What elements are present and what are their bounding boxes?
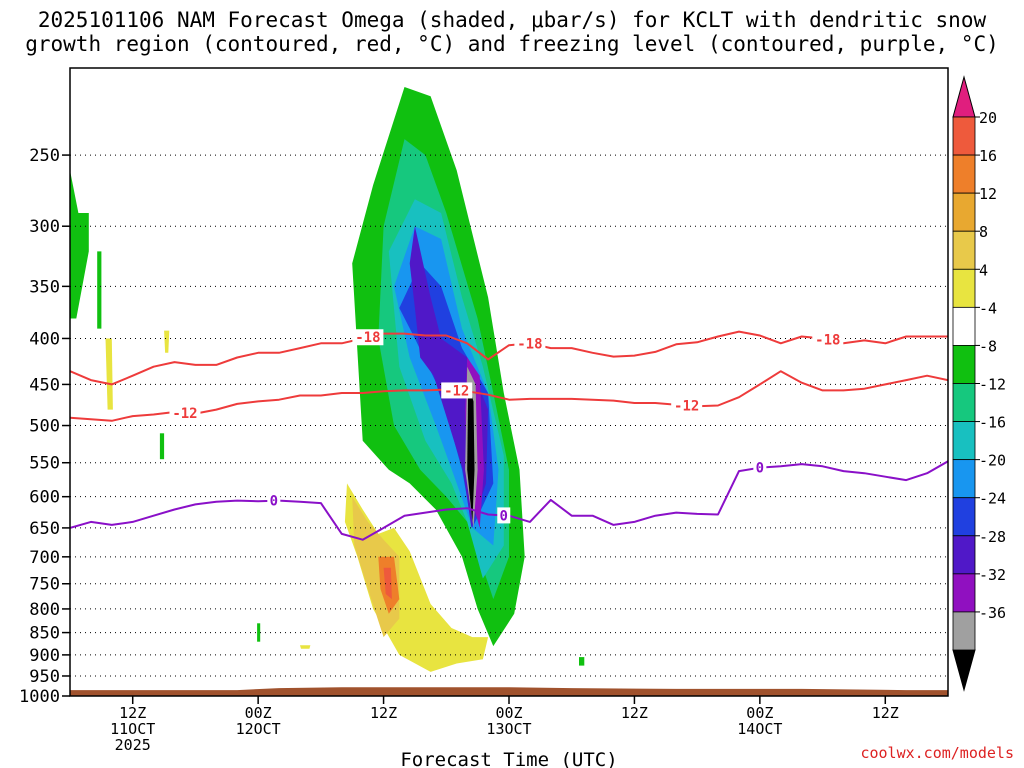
y-tick-label-550: 550	[29, 454, 60, 474]
x-tick-label-0-1: 11OCT	[110, 720, 155, 738]
colorbar-swatch-2	[952, 154, 976, 194]
x-tick-label-3-1: 13OCT	[486, 720, 531, 738]
colorbar-label-7: -12	[979, 376, 1006, 394]
x-tick-label-4-0: 12Z	[621, 704, 648, 722]
x-axis-label: Forecast Time (UTC)	[400, 749, 617, 768]
y-tick-label-1000: 1000	[19, 687, 60, 707]
contour-label-0-0: 0	[270, 494, 278, 510]
colorbar-swatch-13	[952, 573, 976, 613]
contour-label--12-2: -12	[674, 399, 699, 415]
colorbar-swatch-3	[952, 192, 976, 232]
plot-area: -18 -18 -18 -12 -12 -12 0 0 0	[70, 87, 948, 696]
contour-label-bg--12-2	[671, 397, 703, 414]
contour-label-bg--18-2	[812, 331, 844, 348]
omega-positive-yellow-small-4	[300, 645, 311, 649]
y-tick-label-500: 500	[29, 417, 60, 437]
colorbar-label-0: 20	[979, 109, 997, 127]
y-tick-label-600: 600	[29, 488, 60, 508]
colorbar-label-11: -28	[979, 528, 1006, 546]
x-tick-label-5-1: 14OCT	[737, 720, 782, 738]
omega-positive-red	[383, 567, 392, 600]
colorbar-bottom-arrow	[952, 649, 976, 692]
x-tick-label-2-0: 12Z	[370, 704, 397, 722]
colorbar-swatch-7	[952, 345, 976, 384]
omega-blob-green-1	[97, 251, 102, 329]
y-tick-label-350: 350	[29, 277, 60, 297]
x-tick-label-0-2: 2025	[115, 736, 151, 754]
y-tick-label-650: 650	[29, 519, 60, 539]
colorbar-swatch-14	[952, 611, 976, 651]
omega-positive-yellow-small-1	[105, 338, 113, 410]
omega-positive-yellow-small-2	[164, 330, 170, 353]
x-tick-label-1-0: 00Z	[245, 704, 272, 722]
colorbar-label-13: -36	[979, 604, 1006, 622]
colorbar-label-2: 12	[979, 185, 997, 203]
omega-blob-green-4	[579, 657, 585, 666]
contour-label--18-2: -18	[815, 333, 840, 349]
contour-label-0-2: 0	[756, 461, 764, 477]
colorbar-swatch-10	[952, 459, 976, 499]
colorbar-label-3: 8	[979, 223, 988, 241]
y-tick-label-950: 950	[29, 667, 60, 687]
x-tick-label-1-1: 12OCT	[236, 720, 281, 738]
contour-label-bg-0-1	[497, 507, 511, 524]
title-line-2: growth region (contoured, red, °C) and f…	[25, 32, 999, 56]
colorbar-label-9: -20	[979, 452, 1006, 470]
y-tick-label-450: 450	[29, 375, 60, 395]
colorbar-swatch-1	[952, 116, 976, 156]
colorbar-label-5: -4	[979, 299, 997, 317]
colorbar-label-8: -16	[979, 414, 1006, 432]
terrain-surface	[70, 687, 948, 696]
contour-label-bg--12-1	[441, 382, 473, 399]
omega-blob-green-0	[70, 170, 89, 319]
contour-label-bg--18-1	[514, 335, 546, 352]
y-tick-label-800: 800	[29, 600, 60, 620]
y-tick-label-700: 700	[29, 548, 60, 568]
contour-label-bg--18-0	[352, 329, 384, 346]
contour-label--12-0: -12	[172, 406, 197, 422]
contour-label-bg-0-2	[753, 459, 767, 476]
y-tick-label-750: 750	[29, 575, 60, 595]
colorbar-swatch-6	[952, 306, 976, 346]
colorbar-label-4: 4	[979, 261, 988, 279]
y-tick-label-300: 300	[29, 217, 60, 237]
omega-positive-yellow	[344, 483, 489, 672]
omega-positive-yellow-small-3	[451, 637, 466, 651]
colorbar-top-arrow	[952, 75, 976, 118]
y-tick-label-400: 400	[29, 329, 60, 349]
colorbar-label-12: -32	[979, 566, 1006, 584]
colorbar-swatch-4	[952, 230, 976, 270]
y-tick-label-850: 850	[29, 624, 60, 644]
colorbar-label-6: -8	[979, 337, 997, 355]
title-line-1: 2025101106 NAM Forecast Omega (shaded, μ…	[37, 8, 987, 32]
contour-label-0-1: 0	[500, 508, 508, 524]
contour--12	[70, 370, 948, 422]
colorbar-swatch-11	[952, 497, 976, 537]
contour-label--12-1: -12	[444, 383, 469, 399]
contour-label--18-1: -18	[517, 336, 542, 352]
x-tick-label-5-0: 00Z	[746, 704, 773, 722]
y-tick-label-900: 900	[29, 646, 60, 666]
contour-label-bg-0-0	[267, 492, 281, 509]
omega-blob-green-3	[257, 623, 261, 642]
contour-label--18-0: -18	[355, 330, 380, 346]
y-tick-label-250: 250	[29, 146, 60, 166]
omega-blob-green-2	[159, 433, 165, 460]
x-tick-label-3-0: 00Z	[495, 704, 522, 722]
x-tick-label-0-0: 12Z	[119, 704, 146, 722]
colorbar-label-1: 16	[979, 147, 997, 165]
colorbar-swatch-9	[952, 421, 976, 461]
colorbar-label-10: -24	[979, 490, 1006, 508]
contour--18	[70, 330, 948, 386]
colorbar-swatch-12	[952, 535, 976, 575]
contour-label-bg--12-0	[169, 404, 201, 421]
site-credit: coolwx.com/models	[860, 744, 1014, 762]
colorbar-swatch-5	[952, 268, 976, 308]
x-tick-label-6-0: 12Z	[872, 704, 899, 722]
colorbar-swatch-8	[952, 383, 976, 422]
omega-region-black	[467, 384, 475, 522]
